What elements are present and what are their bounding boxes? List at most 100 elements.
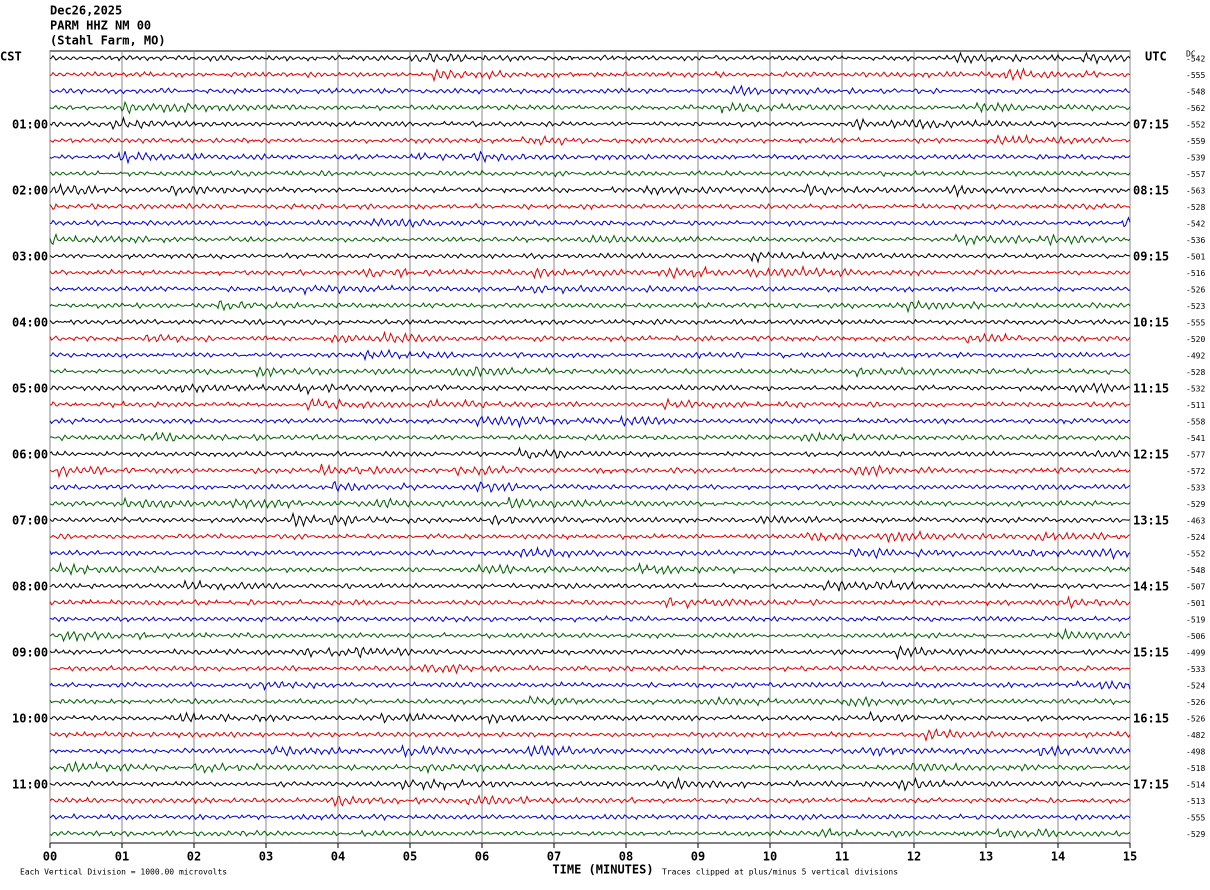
dc-label: -555 <box>1186 319 1205 328</box>
title-line: (Stahl Farm, MO) <box>50 34 166 48</box>
x-tick-label: 10 <box>763 850 777 864</box>
dc-label: -532 <box>1186 385 1205 394</box>
trace <box>50 417 1130 427</box>
x-tick-label: 01 <box>115 850 129 864</box>
utc-label: 09:15 <box>1133 250 1169 264</box>
dc-label: -555 <box>1186 71 1205 80</box>
dc-label: -514 <box>1186 781 1205 790</box>
cst-label: 11:00 <box>12 778 48 792</box>
trace <box>50 136 1130 145</box>
cst-label: 09:00 <box>12 646 48 660</box>
trace <box>50 319 1130 325</box>
dc-label: -559 <box>1186 137 1205 146</box>
dc-label: -577 <box>1186 451 1205 460</box>
dc-label: -520 <box>1186 335 1205 344</box>
x-tick-label: 09 <box>691 850 705 864</box>
x-tick-label: 02 <box>187 850 201 864</box>
left-header: CST <box>0 50 22 64</box>
trace <box>50 433 1130 442</box>
dc-label: -507 <box>1186 583 1205 592</box>
dc-label: -526 <box>1186 286 1205 295</box>
trace <box>50 69 1130 81</box>
trace <box>50 629 1130 641</box>
dc-label: -557 <box>1186 170 1205 179</box>
dc-label: -533 <box>1186 484 1205 493</box>
x-axis-label: TIME (MINUTES) <box>552 863 653 877</box>
x-tick-label: 12 <box>907 850 921 864</box>
dc-label: -519 <box>1186 616 1205 625</box>
dc-label: -498 <box>1186 748 1205 757</box>
utc-label: 10:15 <box>1133 316 1169 330</box>
x-tick-label: 07 <box>547 850 561 864</box>
utc-label: 17:15 <box>1133 778 1169 792</box>
dc-label: -463 <box>1186 517 1205 526</box>
dc-label: -524 <box>1186 533 1205 542</box>
trace <box>50 285 1130 294</box>
trace <box>50 333 1130 343</box>
x-tick-label: 05 <box>403 850 417 864</box>
trace <box>50 102 1130 113</box>
dc-label: -499 <box>1186 649 1205 658</box>
trace <box>50 399 1130 410</box>
dc-label: -536 <box>1186 236 1205 245</box>
cst-label: 04:00 <box>12 316 48 330</box>
trace <box>50 796 1130 806</box>
trace <box>50 383 1130 394</box>
cst-label: 07:00 <box>12 514 48 528</box>
trace <box>50 301 1130 312</box>
x-tick-label: 06 <box>475 850 489 864</box>
trace <box>50 814 1130 820</box>
trace <box>50 665 1130 673</box>
trace <box>50 267 1130 279</box>
dc-label: -528 <box>1186 368 1205 377</box>
x-tick-label: 13 <box>979 850 993 864</box>
trace <box>50 712 1130 723</box>
title-line: PARM HHZ NM 00 <box>50 19 151 33</box>
utc-label: 16:15 <box>1133 712 1169 726</box>
dc-label: -562 <box>1186 104 1205 113</box>
dc-label: -528 <box>1186 203 1205 212</box>
trace <box>50 171 1130 177</box>
dc-label: -506 <box>1186 632 1205 641</box>
scale-note: Each Vertical Division = 1000.00 microvo… <box>20 868 227 877</box>
dc-label: -533 <box>1186 665 1205 674</box>
right-header: UTC <box>1145 50 1167 64</box>
trace <box>50 646 1130 658</box>
utc-label: 14:15 <box>1133 580 1169 594</box>
trace <box>50 762 1130 773</box>
clip-note: Traces clipped at plus/minus 5 vertical … <box>662 868 898 877</box>
plot-frame <box>50 51 1130 843</box>
trace <box>50 218 1130 227</box>
trace <box>50 597 1130 608</box>
trace <box>50 53 1130 63</box>
dc-label: -542 <box>1186 55 1205 64</box>
dc-label: -524 <box>1186 682 1205 691</box>
dc-label: -523 <box>1186 302 1205 311</box>
x-tick-label: 04 <box>331 850 345 864</box>
dc-label: -552 <box>1186 121 1205 130</box>
cst-label: 06:00 <box>12 448 48 462</box>
trace <box>50 497 1130 508</box>
dc-label: -492 <box>1186 352 1205 361</box>
x-tick-label: 15 <box>1123 850 1137 864</box>
trace <box>50 532 1130 543</box>
x-tick-label: 11 <box>835 850 849 864</box>
trace <box>50 234 1130 245</box>
trace <box>50 448 1130 458</box>
x-tick-label: 14 <box>1051 850 1065 864</box>
dc-label: -555 <box>1186 814 1205 823</box>
cst-label: 05:00 <box>12 382 48 396</box>
trace <box>50 464 1130 477</box>
trace <box>50 581 1130 591</box>
cst-label: 02:00 <box>12 184 48 198</box>
trace <box>50 350 1130 360</box>
dc-label: -542 <box>1186 220 1205 229</box>
cst-label: 10:00 <box>12 712 48 726</box>
x-tick-label: 08 <box>619 850 633 864</box>
dc-label: -518 <box>1186 764 1205 773</box>
cst-label: 03:00 <box>12 250 48 264</box>
dc-label: -526 <box>1186 715 1205 724</box>
trace <box>50 746 1130 757</box>
dc-label: -539 <box>1186 154 1205 163</box>
dc-label: -558 <box>1186 418 1205 427</box>
